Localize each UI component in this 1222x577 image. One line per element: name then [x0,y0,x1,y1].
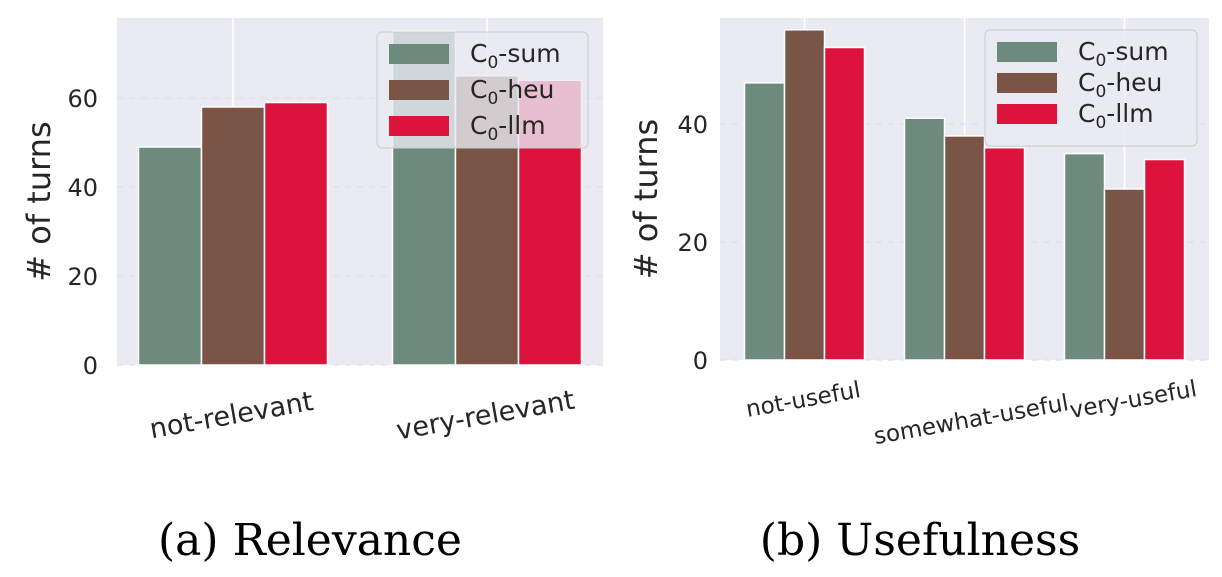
legend-label-heu: C0-heu [1078,68,1162,102]
legend-label-prefix: C [1078,68,1095,97]
legend-label-suffix: -llm [498,111,545,140]
x-tick-label: very-useful [1068,376,1199,424]
x-tick-label: very-relevant [394,385,577,447]
legend-label-subscript: 0 [1095,82,1106,102]
legend-label-subscript: 0 [487,89,498,109]
bar-heu [1103,188,1146,361]
legend-label-suffix: -llm [1106,99,1153,128]
bar-llm [1143,158,1186,361]
bar-sum [137,146,203,366]
x-tick-label: not-useful [744,377,863,423]
legend-label-subscript: 0 [1095,113,1106,133]
panel-caption: (b) Usefulness [760,515,1080,566]
y-tick-label: 40 [677,111,708,139]
legend-label-suffix: -sum [1106,37,1168,66]
legend-swatch-llm [997,104,1057,124]
y-tick-label: 20 [67,263,98,291]
legend-label-prefix: C [1078,37,1095,66]
legend-label-prefix: C [1078,99,1095,128]
legend-swatch-sum [997,42,1057,62]
bar-llm [263,101,329,366]
bar-heu [943,135,986,361]
legend-swatch-sum [389,44,449,64]
bar-sum [903,117,946,361]
legend-label-subscript: 0 [487,53,498,73]
y-tick-label: 0 [693,347,708,375]
legend-label-suffix: -heu [498,75,554,104]
legend-label-sum: C0-sum [1078,37,1169,71]
legend-label-subscript: 0 [1095,51,1106,71]
y-tick-label: 60 [67,85,98,113]
legend-swatch-heu [997,73,1057,93]
legend-label-prefix: C [470,39,487,68]
bar-llm [823,46,866,361]
legend-swatch-llm [389,116,449,136]
x-tick-label: not-relevant [147,386,315,445]
bar-sum [1063,152,1106,361]
legend-label-sum: C0-sum [470,39,561,73]
y-tick-label: 40 [67,174,98,202]
legend-swatch-heu [389,80,449,100]
bar-heu [783,29,826,361]
bar-sum [743,82,786,361]
x-tick-label: somewhat-useful [872,390,1071,450]
panel-caption: (a) Relevance [158,515,462,566]
legend-label-prefix: C [470,75,487,104]
y-axis-label: # of turns [627,119,665,279]
y-axis-label: # of turns [20,121,58,281]
legend-label-subscript: 0 [487,125,498,145]
legend-label-llm: C0-llm [470,111,546,145]
chart-panel-usefulness: 0 20 40 # of turns not-useful somewhat-useful… [627,18,1209,566]
chart-panel-relevance: 0 20 40 60 # of turns not-relevant very-releva… [20,18,603,566]
y-tick-label: 0 [83,352,98,380]
bar-llm [983,146,1026,361]
bar-heu [200,106,266,366]
legend-label-llm: C0-llm [1078,99,1154,133]
legend-label-prefix: C [470,111,487,140]
legend-label-suffix: -heu [1106,68,1162,97]
y-tick-label: 20 [677,229,708,257]
legend-label-suffix: -sum [498,39,560,68]
legend-label-heu: C0-heu [470,75,554,109]
